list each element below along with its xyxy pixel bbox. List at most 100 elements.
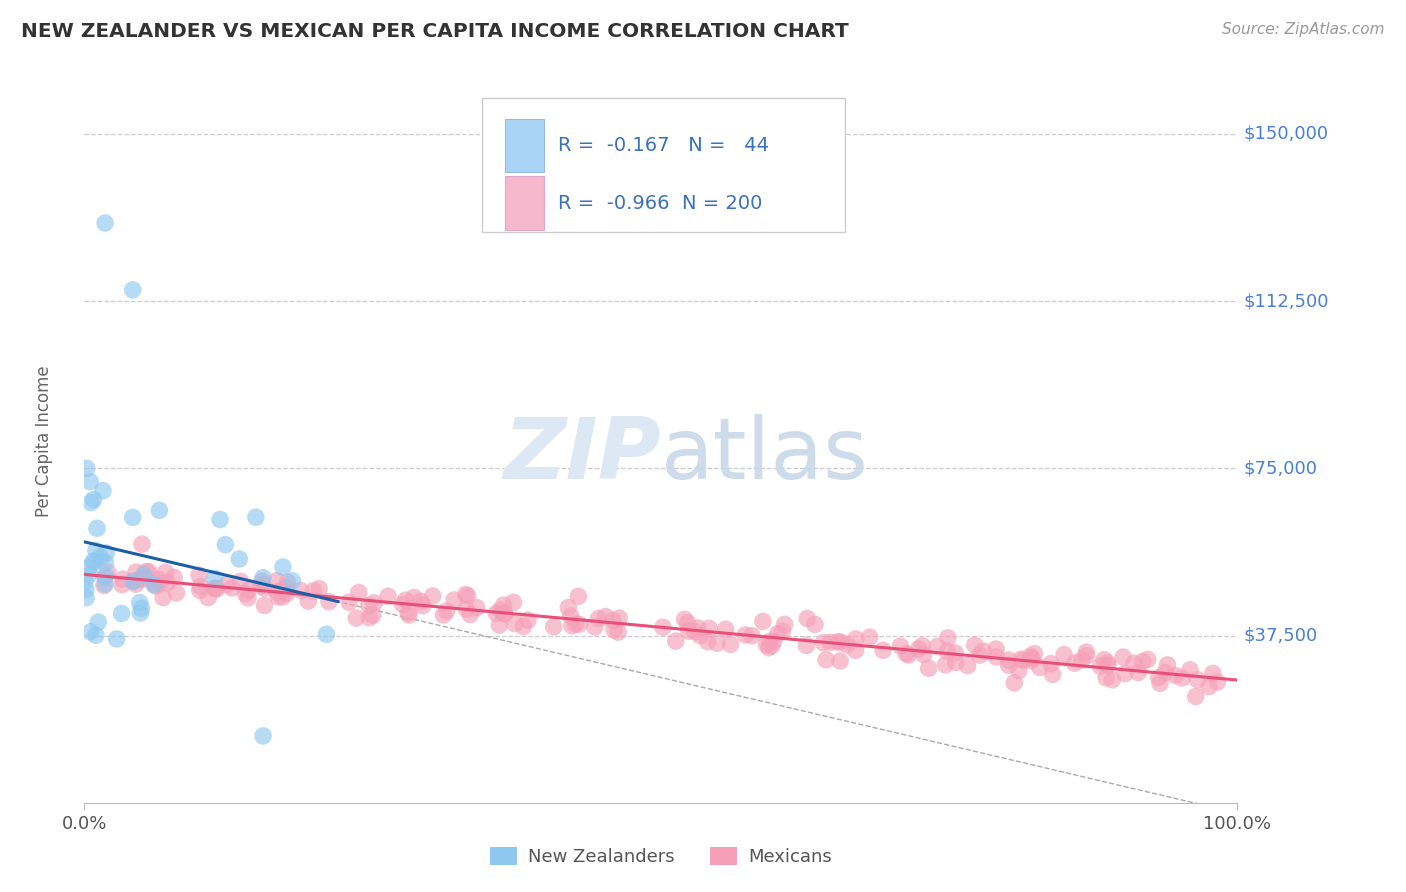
Point bbox=[1053, 648, 1076, 662]
Point bbox=[1024, 647, 1046, 661]
Point bbox=[129, 606, 152, 620]
Text: atlas: atlas bbox=[661, 415, 869, 498]
Point bbox=[83, 492, 105, 507]
Point bbox=[1128, 665, 1150, 680]
Point bbox=[76, 461, 98, 475]
Point bbox=[274, 581, 297, 595]
Point bbox=[696, 634, 718, 648]
Point bbox=[1019, 649, 1042, 664]
Text: $37,500: $37,500 bbox=[1243, 626, 1317, 645]
Point bbox=[607, 611, 630, 625]
Point bbox=[79, 624, 101, 639]
Point bbox=[228, 552, 250, 566]
Point bbox=[281, 574, 304, 588]
Point bbox=[804, 617, 827, 632]
Point bbox=[773, 617, 796, 632]
Point bbox=[132, 567, 155, 582]
Point bbox=[956, 658, 979, 673]
Point bbox=[897, 648, 920, 662]
Point bbox=[512, 619, 534, 633]
Point bbox=[1063, 656, 1085, 670]
Point bbox=[603, 623, 626, 637]
Point bbox=[308, 582, 330, 596]
Point bbox=[911, 639, 934, 653]
Point bbox=[276, 586, 298, 600]
Text: Per Capita Income: Per Capita Income bbox=[35, 366, 53, 517]
Point bbox=[889, 639, 911, 653]
Point bbox=[761, 639, 783, 653]
Text: ZIP: ZIP bbox=[503, 415, 661, 498]
Point bbox=[457, 589, 479, 603]
Point bbox=[97, 565, 120, 579]
Point bbox=[138, 565, 160, 579]
Point bbox=[454, 587, 477, 601]
Point bbox=[93, 578, 115, 592]
Point bbox=[1184, 690, 1206, 704]
Point bbox=[337, 595, 360, 609]
Point bbox=[377, 589, 399, 603]
Point bbox=[250, 574, 273, 589]
Point bbox=[125, 577, 148, 591]
Point bbox=[1122, 657, 1144, 671]
Point bbox=[94, 568, 117, 582]
Point bbox=[204, 572, 226, 586]
Point bbox=[1112, 650, 1135, 665]
Point bbox=[673, 612, 696, 626]
Point bbox=[412, 599, 434, 613]
Point bbox=[936, 631, 959, 645]
Point bbox=[1040, 657, 1063, 671]
Point bbox=[1097, 656, 1119, 670]
Point bbox=[73, 574, 96, 589]
Point bbox=[1206, 675, 1229, 690]
Point bbox=[96, 546, 118, 560]
Point bbox=[1097, 658, 1119, 673]
Point bbox=[252, 571, 274, 585]
Point bbox=[1090, 659, 1112, 673]
Point bbox=[83, 555, 105, 569]
Point bbox=[859, 630, 882, 644]
Text: $112,500: $112,500 bbox=[1243, 292, 1329, 310]
Point bbox=[602, 614, 624, 628]
Point bbox=[94, 570, 117, 584]
Point bbox=[391, 598, 413, 612]
Point bbox=[94, 216, 117, 230]
Point bbox=[1156, 657, 1178, 672]
Point bbox=[588, 612, 610, 626]
Point bbox=[110, 607, 132, 621]
Point bbox=[75, 582, 97, 597]
Point bbox=[297, 594, 319, 608]
Point bbox=[91, 483, 114, 498]
Point bbox=[665, 634, 688, 648]
Point bbox=[758, 634, 780, 648]
FancyBboxPatch shape bbox=[505, 177, 544, 230]
Text: R =  -0.167   N =   44: R = -0.167 N = 44 bbox=[558, 136, 769, 155]
Point bbox=[89, 550, 111, 565]
Text: NEW ZEALANDER VS MEXICAN PER CAPITA INCOME CORRELATION CHART: NEW ZEALANDER VS MEXICAN PER CAPITA INCO… bbox=[21, 22, 849, 41]
Point bbox=[1132, 655, 1154, 669]
Point bbox=[302, 583, 325, 598]
Point bbox=[1164, 668, 1187, 682]
Point bbox=[1076, 645, 1098, 659]
Point bbox=[607, 625, 630, 640]
Point bbox=[87, 615, 110, 629]
Point bbox=[683, 624, 706, 639]
Point bbox=[969, 648, 991, 662]
Point bbox=[121, 510, 143, 524]
Point bbox=[927, 640, 949, 654]
Point bbox=[494, 607, 516, 621]
Point bbox=[221, 581, 243, 595]
Point bbox=[432, 607, 454, 622]
Point bbox=[830, 654, 852, 668]
Point bbox=[1101, 673, 1123, 687]
Point bbox=[79, 567, 101, 582]
Point bbox=[815, 653, 838, 667]
Point bbox=[84, 543, 107, 558]
Point bbox=[1154, 665, 1177, 680]
Point bbox=[502, 595, 524, 609]
Point bbox=[163, 570, 186, 584]
Point bbox=[560, 609, 582, 624]
Point bbox=[796, 639, 818, 653]
Point bbox=[80, 496, 103, 510]
Point bbox=[494, 607, 516, 621]
Point bbox=[197, 591, 219, 605]
